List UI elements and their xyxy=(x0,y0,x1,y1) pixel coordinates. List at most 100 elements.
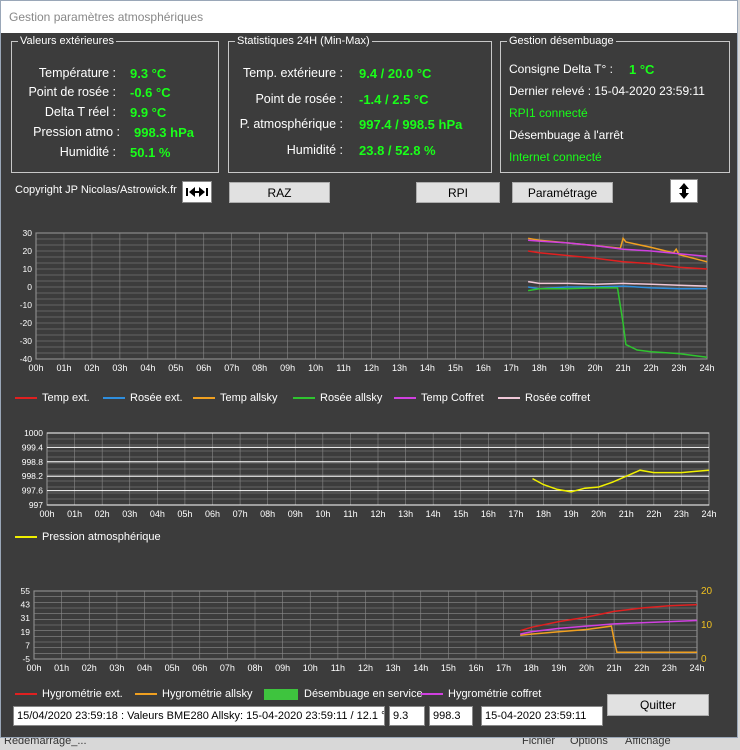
legend-item: Temp allsky xyxy=(193,391,277,405)
parametrage-button[interactable]: Paramétrage xyxy=(512,182,613,203)
series-line xyxy=(527,250,708,270)
x-tick-label: 03h xyxy=(122,509,137,519)
x-tick-label: 12h xyxy=(370,509,385,519)
series-line xyxy=(527,280,708,287)
x-tick-label: 05h xyxy=(177,509,192,519)
legend-item: Hygrométrie allsky xyxy=(135,687,252,701)
x-tick-label: 24h xyxy=(699,363,714,373)
exterior-values-title: Valeurs extérieures xyxy=(18,34,116,48)
legend-label: Temp Coffret xyxy=(421,392,484,404)
x-tick-label: 14h xyxy=(420,363,435,373)
legend-item: Temp Coffret xyxy=(394,391,484,405)
y2-tick-label: 20 xyxy=(701,586,713,597)
arrows-vertical-button[interactable] xyxy=(670,179,698,203)
exterior-label: Delta T réel : xyxy=(44,105,116,119)
x-tick-label: 19h xyxy=(551,663,566,673)
legend-label: Rosée coffret xyxy=(525,392,591,404)
stats-value: 23.8 / 52.8 % xyxy=(359,143,436,158)
x-tick-label: 22h xyxy=(634,663,649,673)
consigne-label: Consigne Delta T° : xyxy=(509,62,613,76)
stats-24h-group: Statistiques 24H (Min-Max) Temp. extérie… xyxy=(228,34,492,173)
x-tick-label: 11h xyxy=(331,663,345,673)
y-tick-label: 998.2 xyxy=(22,471,44,481)
y-tick-label: -10 xyxy=(20,300,33,310)
x-tick-label: 15h xyxy=(453,509,468,519)
stats-label: Temp. extérieure : xyxy=(242,66,343,80)
temperature-field[interactable]: 9.3 xyxy=(389,706,425,726)
quit-button[interactable]: Quitter xyxy=(607,694,709,716)
series-line xyxy=(532,469,710,493)
legend-item: Rosée ext. xyxy=(103,391,183,405)
x-tick-label: 06h xyxy=(192,663,207,673)
stats-label: P. atmosphérique : xyxy=(239,117,343,131)
exterior-value: 998.3 hPa xyxy=(134,125,194,140)
x-tick-label: 13h xyxy=(386,663,401,673)
x-tick-label: 18h xyxy=(524,663,539,673)
legend-label: Hygrométrie allsky xyxy=(162,688,253,700)
date-field[interactable]: 15-04-2020 23:59:11 xyxy=(481,706,603,726)
legend-item: Rosée coffret xyxy=(498,391,590,405)
y2-tick-label: 0 xyxy=(701,654,707,665)
raz-button[interactable]: RAZ xyxy=(229,182,330,203)
rpi-status: RPI1 connecté xyxy=(509,106,588,120)
x-tick-label: 20h xyxy=(591,509,606,519)
exterior-label: Point de rosée : xyxy=(28,85,116,99)
x-tick-label: 21h xyxy=(616,363,631,373)
consigne-value: 1 °C xyxy=(629,62,655,77)
x-tick-label: 09h xyxy=(280,363,295,373)
pressure-field[interactable]: 998.3 xyxy=(429,706,473,726)
exterior-value: 9.3 °C xyxy=(130,66,167,81)
series-line xyxy=(520,625,697,653)
x-tick-label: 06h xyxy=(196,363,211,373)
y-tick-label: 31 xyxy=(21,613,31,623)
x-tick-label: 04h xyxy=(140,363,155,373)
x-tick-label: 05h xyxy=(168,363,183,373)
y-tick-label: 998.8 xyxy=(22,457,44,467)
menu-item-affichage[interactable]: Affichage xyxy=(625,738,671,747)
menu-item-options[interactable]: Options xyxy=(570,738,608,747)
x-tick-label: 03h xyxy=(109,663,124,673)
x-tick-label: 15h xyxy=(441,663,456,673)
x-tick-label: 19h xyxy=(560,363,575,373)
status-message-field[interactable]: 15/04/2020 23:59:18 : Valeurs BME280 All… xyxy=(13,706,385,726)
x-tick-label: 11h xyxy=(343,509,357,519)
legend-label: Hygrométrie coffret xyxy=(448,688,542,700)
legend-item: Désembuage en service xyxy=(264,687,423,701)
x-tick-label: 05h xyxy=(165,663,180,673)
x-tick-label: 02h xyxy=(84,363,99,373)
x-tick-label: 22h xyxy=(646,509,661,519)
exterior-label: Température : xyxy=(38,66,116,80)
dew-heater-status: Désembuage à l'arrêt xyxy=(509,128,624,142)
legend-label: Hygrométrie ext. xyxy=(42,688,123,700)
arrows-horizontal-button[interactable] xyxy=(182,181,212,203)
x-tick-label: 23h xyxy=(662,663,677,673)
legend-item: Hygrométrie ext. xyxy=(15,687,123,701)
title-bar[interactable]: Gestion paramètres atmosphériques xyxy=(1,1,737,33)
y-tick-label: -40 xyxy=(20,354,33,364)
y-tick-label: 43 xyxy=(21,600,31,610)
stats-value: -1.4 / 2.5 °C xyxy=(359,92,429,107)
exterior-label: Pression atmo : xyxy=(33,125,120,139)
x-tick-label: 01h xyxy=(54,663,69,673)
x-tick-label: 06h xyxy=(205,509,220,519)
y-tick-label: 999.4 xyxy=(22,442,44,452)
rpi-button[interactable]: RPI xyxy=(416,182,500,203)
y-tick-label: 0 xyxy=(27,282,32,292)
menu-item-fichier[interactable]: Fichier xyxy=(522,738,556,747)
x-tick-label: 10h xyxy=(303,663,318,673)
x-tick-label: 07h xyxy=(220,663,235,673)
dew-management-title: Gestion désembuage xyxy=(507,34,616,48)
y2-tick-label: 10 xyxy=(701,620,713,631)
series-line xyxy=(528,239,708,258)
exterior-label: Humidité : xyxy=(59,145,116,159)
x-tick-label: 24h xyxy=(689,663,704,673)
stats-value: 997.4 / 998.5 hPa xyxy=(359,117,463,132)
x-tick-label: 22h xyxy=(644,363,659,373)
dew-management-group: Gestion désembuage Consigne Delta T° : 1… xyxy=(500,34,730,173)
taskbar-item[interactable]: Redémarrage_... xyxy=(4,738,87,747)
y-tick-label: 55 xyxy=(21,586,31,596)
y-tick-label: -20 xyxy=(20,318,33,328)
humidity-chart: 00h 01h 02h 03h 04h 05h 06h 07h 08h 09h 10h 11h 12h 1… xyxy=(21,586,713,673)
x-tick-label: 17h xyxy=(508,509,523,519)
background-taskbar: Redémarrage_... Fichier Options Affichag… xyxy=(0,738,740,750)
